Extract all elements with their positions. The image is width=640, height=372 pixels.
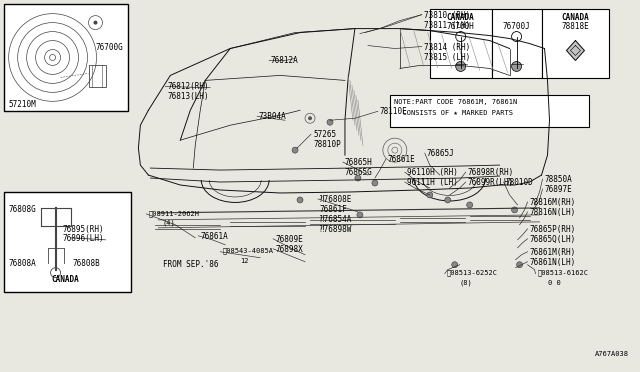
Text: 78850A: 78850A <box>545 175 572 184</box>
Circle shape <box>511 61 522 71</box>
Text: 96111H (LH): 96111H (LH) <box>407 178 458 187</box>
Circle shape <box>372 180 378 186</box>
Circle shape <box>297 197 303 203</box>
Text: Ⓝ08513-6162C: Ⓝ08513-6162C <box>538 270 589 276</box>
Text: 76808G: 76808G <box>9 205 36 214</box>
Text: CANADA: CANADA <box>447 13 475 22</box>
Text: A767A038: A767A038 <box>595 352 629 357</box>
Circle shape <box>467 202 473 208</box>
Text: 78816N(LH): 78816N(LH) <box>529 208 576 217</box>
Circle shape <box>355 175 361 181</box>
Text: 0 0: 0 0 <box>547 280 560 286</box>
Bar <box>4 4 129 111</box>
Text: 76865Q(LH): 76865Q(LH) <box>529 235 576 244</box>
Text: 76861A: 76861A <box>200 232 228 241</box>
Text: 76898X: 76898X <box>275 245 303 254</box>
Text: 76861N(LH): 76861N(LH) <box>529 258 576 267</box>
Bar <box>88 65 106 87</box>
Text: 76700G: 76700G <box>95 42 124 52</box>
Text: 96110H (RH): 96110H (RH) <box>407 168 458 177</box>
Circle shape <box>452 262 458 268</box>
Text: 76813(LH): 76813(LH) <box>167 92 209 101</box>
Text: Ⓞ08543-4085A: Ⓞ08543-4085A <box>222 248 273 254</box>
Bar <box>492 9 541 78</box>
Text: 76861F: 76861F <box>320 205 348 214</box>
Text: 76898R(RH): 76898R(RH) <box>468 168 514 177</box>
Text: 73814 (RH): 73814 (RH) <box>424 42 470 52</box>
Circle shape <box>511 207 518 213</box>
Text: 76895(RH): 76895(RH) <box>63 225 104 234</box>
Text: 76812(RH): 76812(RH) <box>167 82 209 92</box>
Text: 76865H: 76865H <box>345 158 372 167</box>
Text: 12: 12 <box>240 258 249 264</box>
Text: 76808B: 76808B <box>72 259 100 268</box>
Circle shape <box>93 20 97 25</box>
Circle shape <box>427 192 433 198</box>
Text: (4): (4) <box>163 220 175 227</box>
Text: 76700H: 76700H <box>447 22 475 31</box>
Text: 76865J: 76865J <box>427 149 454 158</box>
Text: ⁈76854A: ⁈76854A <box>320 215 353 224</box>
Polygon shape <box>566 41 584 61</box>
Text: 76865P(RH): 76865P(RH) <box>529 225 576 234</box>
Circle shape <box>456 61 466 71</box>
Text: 76812A: 76812A <box>270 57 298 65</box>
Text: 76861E: 76861E <box>388 155 415 164</box>
Circle shape <box>357 212 363 218</box>
Text: NOTE:PART CODE 76861M, 76861N: NOTE:PART CODE 76861M, 76861N <box>394 99 517 105</box>
Text: 76808A: 76808A <box>9 259 36 268</box>
Text: 73815 (LH): 73815 (LH) <box>424 52 470 61</box>
Circle shape <box>516 262 522 268</box>
Text: FROM SEP.'86: FROM SEP.'86 <box>163 260 219 269</box>
Text: 76896(LH): 76896(LH) <box>63 234 104 243</box>
Text: 76861M(RH): 76861M(RH) <box>529 248 576 257</box>
Text: 76899R(LH): 76899R(LH) <box>468 178 514 187</box>
Text: 78816M(RH): 78816M(RH) <box>529 198 576 207</box>
Text: 76897E: 76897E <box>545 185 572 194</box>
Text: 76700J: 76700J <box>502 22 531 31</box>
Text: Ⓚ08911-2062H: Ⓚ08911-2062H <box>148 210 200 217</box>
Text: 57265: 57265 <box>313 130 336 139</box>
Text: 73811 (LH): 73811 (LH) <box>424 20 470 30</box>
Bar <box>541 9 609 78</box>
Text: 78810P: 78810P <box>313 140 340 149</box>
Text: 73B04A: 73B04A <box>258 112 286 121</box>
Circle shape <box>292 147 298 153</box>
Text: 76809E: 76809E <box>275 235 303 244</box>
Text: 78110E: 78110E <box>380 107 408 116</box>
Text: CANADA: CANADA <box>561 13 589 22</box>
Bar <box>390 95 589 127</box>
Text: CANADA: CANADA <box>52 275 79 284</box>
Text: 78818E: 78818E <box>561 22 589 31</box>
Text: 76865G: 76865G <box>345 168 372 177</box>
Circle shape <box>445 197 451 203</box>
Text: 73810 (RH): 73810 (RH) <box>424 11 470 20</box>
Text: 78010D: 78010D <box>506 178 533 187</box>
Bar <box>430 9 492 78</box>
Text: CONSISTS OF ★ MARKED PARTS: CONSISTS OF ★ MARKED PARTS <box>394 110 513 116</box>
Text: ⁈76808E: ⁈76808E <box>320 195 353 204</box>
Text: Ⓝ08513-6252C: Ⓝ08513-6252C <box>447 270 498 276</box>
Circle shape <box>327 119 333 125</box>
Text: (8): (8) <box>460 280 472 286</box>
Text: ⁈76898W: ⁈76898W <box>320 225 353 234</box>
Bar <box>4 192 131 292</box>
Circle shape <box>308 116 312 120</box>
Text: 57210M: 57210M <box>9 100 36 109</box>
